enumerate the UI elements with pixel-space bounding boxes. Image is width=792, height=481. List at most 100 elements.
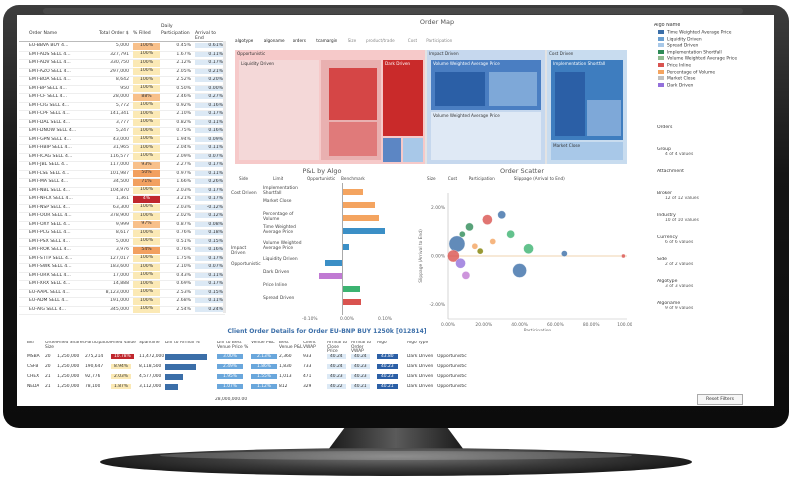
filter-value[interactable]: 12 of 12 values bbox=[665, 196, 699, 201]
client-table-row[interactable]: CHEX 21 1,250,000 92,776 2.03% 4,577,000 1.95%… bbox=[27, 373, 557, 382]
legend-item[interactable]: Spread Driven bbox=[658, 43, 698, 49]
legend-item[interactable]: Percentage of Volume bbox=[658, 69, 715, 75]
reset-filters-button[interactable]: Reset Filters bbox=[697, 394, 743, 405]
pnl-bar[interactable] bbox=[342, 189, 363, 195]
legend-item[interactable]: Volume Weighted Average Price bbox=[658, 56, 737, 62]
table-row[interactable]: EMT-ROK SELL 4... 3,976 54% 0.76% 0.16% bbox=[19, 246, 225, 256]
legend-item[interactable]: Implementation Shortfall bbox=[658, 49, 722, 55]
table-row[interactable]: EMT-ADV SELL 4... 330,750 100% 2.12% 0.17% bbox=[19, 59, 225, 69]
table-row[interactable]: EMT-MA SELL 4... 34,500 71% 1.66% 0.26% bbox=[19, 178, 225, 188]
table-row[interactable]: EMT-AZO SELL 4... 297,000 100% 2.05% 0.21% bbox=[19, 68, 225, 78]
table-row[interactable]: EMT-NSP SELL 4... 63,300 100% 2.03% -0.12% bbox=[19, 204, 225, 214]
client-col-header[interactable]: Participation bbox=[85, 341, 111, 345]
scatter-point[interactable] bbox=[523, 243, 534, 254]
col-order-name[interactable]: Order Name bbox=[29, 31, 58, 36]
filter-value[interactable]: 3 of 3 values bbox=[665, 284, 694, 289]
order-map-control[interactable]: Size bbox=[347, 38, 357, 43]
order-map-control[interactable]: orders bbox=[292, 38, 306, 43]
scatter-point[interactable] bbox=[512, 263, 527, 278]
client-col-header[interactable]: Client VWAP bbox=[303, 341, 316, 350]
client-col-header[interactable]: Order Size bbox=[45, 341, 57, 350]
legend-item[interactable]: Price Inline bbox=[658, 63, 691, 69]
pnl-legend-item[interactable]: Side bbox=[239, 176, 249, 181]
client-table-row[interactable]: NEDA 21 1,250,000 78,100 1.87% 3,112,000 1.07%… bbox=[27, 383, 557, 392]
scatter-point[interactable] bbox=[461, 271, 471, 280]
order-map-control[interactable]: Participation bbox=[426, 38, 453, 43]
pnl-bar[interactable] bbox=[342, 202, 375, 208]
client-col-header[interactable]: Diff to Arrival % bbox=[165, 341, 200, 345]
client-col-header[interactable]: Venue P&L bbox=[251, 341, 275, 345]
scatter-point[interactable] bbox=[459, 231, 466, 238]
scatter-control[interactable]: Participation bbox=[468, 176, 495, 181]
col-arrival[interactable]: Arrival to End bbox=[195, 31, 216, 41]
scatter-point[interactable] bbox=[477, 248, 484, 255]
scatter-point[interactable] bbox=[455, 258, 466, 269]
order-map-control[interactable]: algotype bbox=[235, 38, 254, 43]
table-row[interactable]: EMT-ADS SELL 4... 327,791 100% 1.67% 0.11% bbox=[19, 51, 225, 61]
table-row[interactable]: EU-ADM SELL 4... 191,000 100% 2.68% 0.11% bbox=[19, 297, 225, 307]
pnl-legend-item[interactable]: Benchmark bbox=[341, 176, 365, 181]
table-row[interactable]: EMT-STTP SELL 4... 127,017 100% 1.75% 0.17% bbox=[19, 255, 225, 265]
scatter-control[interactable]: Cost bbox=[447, 176, 458, 181]
legend-item[interactable]: Time Weighted Average Price bbox=[658, 30, 731, 36]
pnl-legend-item[interactable]: Limit bbox=[273, 176, 284, 181]
legend-item[interactable]: Market Close bbox=[658, 76, 695, 82]
table-row[interactable]: EMT-DAL SELL 4... 3,777 100% 0.82% 0.11% bbox=[19, 119, 225, 129]
table-row[interactable]: EU-BBVA BUY 4... 5,000 100% 0.45% 0.61% bbox=[19, 42, 225, 52]
table-row[interactable]: EU-AIG SELL 4... 345,000 100% 2.54% 0.24% bbox=[19, 306, 225, 316]
client-table-row[interactable]: CSFB 20 1,250,000 190,647 8.94% 8,118,500 2.49… bbox=[27, 363, 557, 372]
col-total[interactable]: Total Order $ bbox=[99, 31, 129, 36]
order-map-control[interactable]: algoname bbox=[263, 38, 285, 43]
client-col-header[interactable]: Arrival to Close Price bbox=[327, 341, 348, 355]
filter-7[interactable]: Algotype 3 of 3 values bbox=[657, 279, 765, 289]
filter-2[interactable]: Attachment bbox=[657, 169, 765, 174]
scatter-point[interactable] bbox=[561, 250, 568, 257]
scatter-point[interactable] bbox=[489, 238, 496, 245]
client-table-row[interactable]: MSBA 20 1,250,000 275,214 10.78% 11,472,000 3.… bbox=[27, 353, 557, 362]
table-row[interactable]: EMT-BOA SELL 4... 8,642 100% 2.52% 0.20% bbox=[19, 76, 225, 86]
order-map-treemap[interactable]: Opportunistic Liquidity Driven Dark Driv… bbox=[235, 50, 627, 164]
client-col-header[interactable]: Algo Type bbox=[407, 341, 429, 345]
table-row[interactable]: EMT-DNOW SELL 4... 5,247 100% 0.75% 0.16% bbox=[19, 127, 225, 137]
table-row[interactable]: EMT-CIG SELL 4... 5,772 100% 0.92% 0.16% bbox=[19, 102, 225, 112]
pnl-bar[interactable] bbox=[342, 215, 380, 221]
orders-table-scrollbar[interactable] bbox=[223, 41, 226, 313]
scatter-point[interactable] bbox=[621, 253, 626, 259]
client-col-header[interactable]: Bkr bbox=[27, 341, 35, 345]
scatter-point[interactable] bbox=[471, 243, 478, 250]
scatter-point[interactable] bbox=[447, 249, 460, 263]
filter-1[interactable]: Group 4 of 4 values bbox=[657, 147, 765, 157]
client-col-header[interactable]: Arrival to Order VWAP bbox=[351, 341, 372, 355]
table-row[interactable]: EMT-ICAG SELL 4... 116,577 100% 2.09% 0.07% bbox=[19, 153, 225, 163]
scatter-point[interactable] bbox=[465, 222, 474, 232]
filter-value[interactable]: 10 of 10 values bbox=[665, 218, 699, 223]
scatter-control[interactable]: Slippage (Arrival to End) bbox=[513, 176, 565, 181]
pnl-bar[interactable] bbox=[342, 228, 386, 234]
table-row[interactable]: EMT-PCG SELL 4... 8,617 100% 0.76% 0.18% bbox=[19, 229, 225, 239]
order-map-control[interactable]: tcamargin bbox=[316, 38, 338, 43]
table-row[interactable]: EMT-NBL SELL 4... 104,870 100% 2.03% 0.17% bbox=[19, 187, 225, 197]
table-row[interactable]: EMT-OOR SELL 4... 378,900 100% 2.02% 0.12% bbox=[19, 212, 225, 222]
table-row[interactable]: EMT-CPF SELL 4... 141,341 100% 2.10% 0.17% bbox=[19, 110, 225, 120]
order-map-control[interactable]: product/trade bbox=[366, 38, 395, 43]
scatter-point[interactable] bbox=[497, 210, 506, 219]
filter-4[interactable]: Industry 10 of 10 values bbox=[657, 213, 765, 223]
legend-item[interactable]: Dark Driven bbox=[658, 82, 693, 88]
filter-0[interactable]: Orders bbox=[657, 125, 765, 130]
legend-item[interactable]: Liquidity Driven bbox=[658, 36, 702, 42]
client-col-header[interactable]: Diff to Best Venue Price % bbox=[217, 341, 249, 350]
client-col-header[interactable]: Best Venue P&L bbox=[279, 341, 303, 350]
pnl-bar[interactable] bbox=[342, 244, 350, 250]
filter-value[interactable]: 9 of 9 values bbox=[665, 306, 694, 311]
filter-value[interactable]: 4 of 4 values bbox=[665, 152, 694, 157]
client-col-header[interactable]: Filled Value bbox=[111, 341, 136, 345]
scatter-control[interactable]: Size bbox=[427, 176, 436, 181]
client-col-header[interactable]: Sparkline bbox=[139, 341, 160, 345]
col-participation[interactable]: Participation bbox=[161, 31, 190, 36]
client-col-header[interactable]: Filled Shares bbox=[57, 341, 85, 345]
filter-value[interactable]: 2 of 2 values bbox=[665, 262, 694, 267]
pnl-bar[interactable] bbox=[325, 260, 342, 266]
col-filled[interactable]: % Filled bbox=[133, 31, 151, 36]
scatter-point[interactable] bbox=[506, 230, 515, 239]
table-row[interactable]: EMT-NFLX SELL 4... 1,361 4% 3.21% 0.17% bbox=[19, 195, 225, 205]
